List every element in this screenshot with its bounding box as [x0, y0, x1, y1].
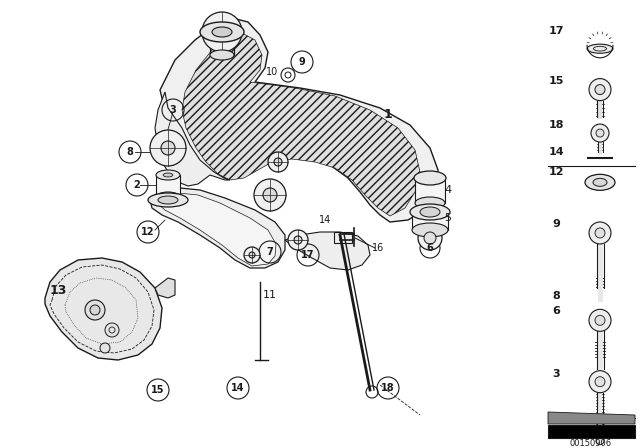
- Circle shape: [595, 85, 605, 95]
- Ellipse shape: [156, 170, 180, 180]
- Text: 3: 3: [170, 105, 177, 115]
- Circle shape: [589, 370, 611, 393]
- Polygon shape: [160, 18, 438, 222]
- Circle shape: [589, 309, 611, 332]
- Circle shape: [595, 315, 605, 325]
- Polygon shape: [415, 178, 445, 203]
- Ellipse shape: [410, 204, 450, 220]
- Text: 1: 1: [383, 108, 392, 121]
- Text: 17: 17: [548, 26, 564, 36]
- Circle shape: [591, 124, 609, 142]
- Text: 16: 16: [372, 243, 384, 253]
- Text: 15: 15: [548, 76, 564, 86]
- Circle shape: [202, 12, 242, 52]
- Polygon shape: [412, 212, 448, 230]
- Ellipse shape: [212, 27, 232, 37]
- Ellipse shape: [593, 178, 607, 186]
- Ellipse shape: [412, 205, 448, 219]
- Ellipse shape: [158, 196, 178, 204]
- Text: 14: 14: [548, 147, 564, 157]
- Ellipse shape: [163, 173, 173, 177]
- Circle shape: [150, 130, 186, 166]
- Text: 13: 13: [49, 284, 67, 297]
- Text: 15: 15: [151, 385, 164, 395]
- Text: 12: 12: [548, 168, 564, 177]
- Ellipse shape: [412, 223, 448, 237]
- Text: 4: 4: [444, 185, 452, 195]
- Circle shape: [105, 323, 119, 337]
- Text: 9: 9: [552, 219, 560, 229]
- Circle shape: [90, 305, 100, 315]
- Ellipse shape: [148, 193, 188, 207]
- Circle shape: [85, 300, 105, 320]
- Text: 11: 11: [263, 290, 277, 300]
- Polygon shape: [155, 92, 230, 186]
- Ellipse shape: [424, 176, 436, 181]
- Text: 18: 18: [381, 383, 395, 393]
- Text: 14: 14: [231, 383, 244, 393]
- Ellipse shape: [210, 50, 234, 60]
- Ellipse shape: [200, 22, 244, 42]
- Circle shape: [161, 141, 175, 155]
- Polygon shape: [285, 232, 370, 270]
- Text: 9: 9: [299, 57, 305, 67]
- Circle shape: [274, 158, 282, 166]
- Circle shape: [288, 230, 308, 250]
- Ellipse shape: [423, 209, 437, 215]
- Text: 5: 5: [445, 213, 451, 223]
- Circle shape: [424, 232, 436, 244]
- Ellipse shape: [415, 197, 445, 209]
- Text: 12: 12: [141, 227, 155, 237]
- Text: 00150906: 00150906: [570, 439, 612, 448]
- Circle shape: [595, 377, 605, 387]
- Ellipse shape: [587, 44, 613, 53]
- Circle shape: [589, 78, 611, 101]
- Circle shape: [249, 252, 255, 258]
- Polygon shape: [182, 33, 420, 216]
- Circle shape: [589, 222, 611, 244]
- Circle shape: [596, 129, 604, 137]
- Circle shape: [100, 343, 110, 353]
- Circle shape: [263, 188, 277, 202]
- Polygon shape: [155, 278, 175, 298]
- Polygon shape: [45, 258, 162, 360]
- Text: 3: 3: [552, 369, 560, 379]
- Text: 10: 10: [266, 67, 278, 77]
- Text: 18: 18: [548, 121, 564, 130]
- Ellipse shape: [585, 174, 615, 190]
- Ellipse shape: [415, 172, 445, 184]
- Circle shape: [596, 437, 604, 445]
- Polygon shape: [156, 175, 180, 197]
- Ellipse shape: [156, 192, 180, 202]
- Circle shape: [254, 179, 286, 211]
- Circle shape: [294, 236, 302, 244]
- Circle shape: [595, 228, 605, 238]
- Ellipse shape: [414, 171, 446, 185]
- Text: 7: 7: [267, 247, 273, 257]
- Text: 8: 8: [552, 291, 560, 301]
- Text: 14: 14: [319, 215, 331, 225]
- Text: 6: 6: [552, 306, 560, 316]
- Text: 17: 17: [301, 250, 315, 260]
- Polygon shape: [548, 412, 635, 424]
- Circle shape: [268, 152, 288, 172]
- Text: 8: 8: [127, 147, 133, 157]
- Circle shape: [418, 226, 442, 250]
- Circle shape: [244, 247, 260, 263]
- Polygon shape: [548, 425, 635, 438]
- Ellipse shape: [420, 207, 440, 217]
- Polygon shape: [150, 188, 285, 268]
- Polygon shape: [158, 193, 276, 266]
- Text: 6: 6: [427, 243, 433, 253]
- Circle shape: [214, 24, 230, 40]
- Text: 2: 2: [134, 180, 140, 190]
